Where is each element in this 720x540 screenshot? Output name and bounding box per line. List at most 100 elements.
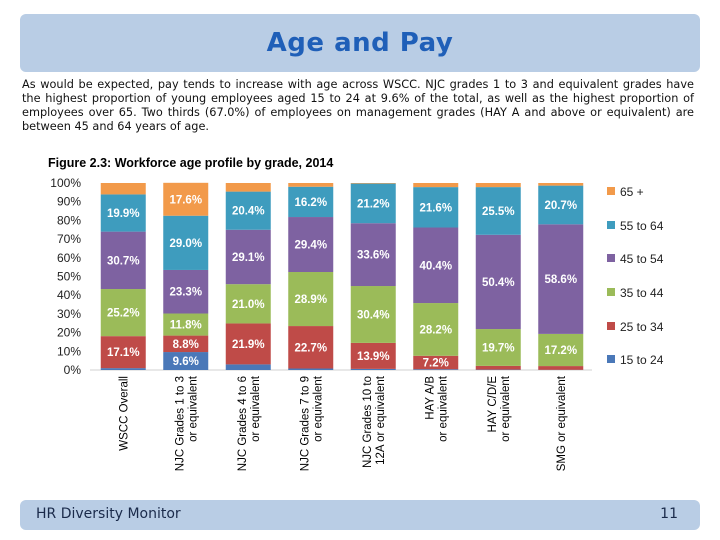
data-label: 30.4% <box>357 309 390 321</box>
bar-segment <box>225 364 271 370</box>
bar-segment <box>350 183 396 184</box>
bar-segment <box>475 329 521 366</box>
data-label: 21.2% <box>357 198 390 210</box>
data-label: 8.8% <box>173 339 199 351</box>
bar-segment <box>288 217 334 273</box>
bar-segment <box>475 234 521 330</box>
data-label: 19.7% <box>482 342 515 354</box>
data-label: 21.9% <box>232 339 265 351</box>
category-label: WSCC Overall <box>118 376 130 451</box>
bar-segment <box>163 352 209 370</box>
bar-segment <box>163 269 209 314</box>
bar-segment <box>538 183 584 186</box>
data-label: 9.6% <box>173 356 199 368</box>
legend-swatch <box>607 187 615 195</box>
slide-title: Age and Pay <box>266 28 454 58</box>
y-tick-label: 70% <box>57 232 81 246</box>
data-label: 13.9% <box>357 351 390 363</box>
bar-segment <box>350 183 396 224</box>
bar-segment <box>413 369 459 370</box>
age-profile-chart: 0% 10% 20% 30% 40% 50% 60% 70% 80% 90% 100% 17.1% 25… <box>50 176 664 471</box>
data-label: 22.7% <box>294 342 327 354</box>
legend-label: 65 + <box>620 185 644 199</box>
data-label: 40.4% <box>419 260 452 272</box>
data-label: 21.0% <box>232 299 265 311</box>
bar-segment <box>100 368 146 370</box>
data-label: 25.2% <box>107 308 140 320</box>
legend-swatch <box>607 221 615 229</box>
data-label: 23.3% <box>169 287 202 299</box>
legend-label: 35 to 44 <box>620 286 664 300</box>
legend-swatch <box>607 355 615 363</box>
bar-segment <box>100 289 146 337</box>
y-tick-label: 10% <box>57 344 81 358</box>
bar-segment <box>475 183 521 188</box>
category-label: NJC Grades 10 to <box>362 376 374 468</box>
bar-segment <box>350 286 396 343</box>
bar-segment <box>288 272 334 327</box>
bar-segment <box>288 183 334 187</box>
data-label: 29.1% <box>232 252 265 264</box>
bar-segment <box>100 231 146 290</box>
bar-segment <box>413 187 459 228</box>
bar-segment <box>225 191 271 230</box>
category-label: NJC Grades 4 to 6 <box>237 376 249 471</box>
data-label: 7.2% <box>423 358 449 370</box>
bar-segment <box>413 355 459 370</box>
bar-segment <box>538 366 584 370</box>
bar-segment <box>225 284 271 324</box>
data-label: 19.9% <box>107 208 140 220</box>
bar-segment <box>413 227 459 304</box>
data-label: 20.4% <box>232 206 265 218</box>
bar-segment <box>475 365 521 370</box>
data-label: 17.1% <box>107 347 140 359</box>
y-tick-label: 20% <box>57 326 81 340</box>
data-label: 58.6% <box>544 274 577 286</box>
bar-segment <box>225 323 271 365</box>
data-label: 28.2% <box>419 324 452 336</box>
bar-segment <box>538 185 584 225</box>
bar-segment <box>163 335 209 353</box>
category-label: or equivalent <box>250 375 262 442</box>
data-label: 29.0% <box>169 238 202 250</box>
y-tick-label: 80% <box>57 213 81 227</box>
bar-segment <box>538 333 584 367</box>
legend-swatch <box>607 254 615 262</box>
category-label: HAY C/D/E <box>487 376 499 433</box>
bar-segment <box>100 194 146 232</box>
y-tick-label: 40% <box>57 288 81 302</box>
legend-label: 15 to 24 <box>620 353 664 367</box>
legend-label: 45 to 54 <box>620 252 664 266</box>
body-paragraph: As would be expected, pay tends to incre… <box>22 78 694 133</box>
bar-segment <box>538 224 584 334</box>
data-label: 33.6% <box>357 250 390 262</box>
footer-title: HR Diversity Monitor <box>36 506 181 522</box>
y-tick-label: 60% <box>57 251 81 265</box>
category-label: NJC Grades 7 to 9 <box>299 376 311 471</box>
bar-segment <box>288 368 334 370</box>
data-label: 29.4% <box>294 240 327 252</box>
category-label: HAY A/B <box>424 376 436 420</box>
figure-title: Workforce age profile by grade, 2014 <box>114 156 334 170</box>
data-label: 20.7% <box>544 200 577 212</box>
y-tick-label: 0% <box>64 363 82 377</box>
bar-segment <box>225 183 271 192</box>
legend-label: 25 to 34 <box>620 320 664 334</box>
bar-segment <box>413 183 459 188</box>
bar-segment <box>288 326 334 369</box>
data-label: 11.8% <box>170 320 202 332</box>
bar-segment <box>100 336 146 369</box>
bar-segment <box>163 182 209 216</box>
category-label: or equivalent <box>187 375 199 442</box>
data-label: 21.6% <box>419 202 452 214</box>
legend-label: 55 to 64 <box>620 219 664 233</box>
y-tick-label: 50% <box>57 270 81 284</box>
data-label: 28.9% <box>294 294 327 306</box>
category-label: or equivalent <box>437 375 449 442</box>
y-tick-label: 90% <box>57 195 81 209</box>
category-label: 12A or equivalent <box>375 375 387 465</box>
data-label: 16.2% <box>294 197 327 209</box>
figure-caption: Figure 2.3: Workforce age profile by gra… <box>48 156 333 170</box>
bar-segment <box>163 215 209 270</box>
legend-swatch <box>607 322 615 330</box>
